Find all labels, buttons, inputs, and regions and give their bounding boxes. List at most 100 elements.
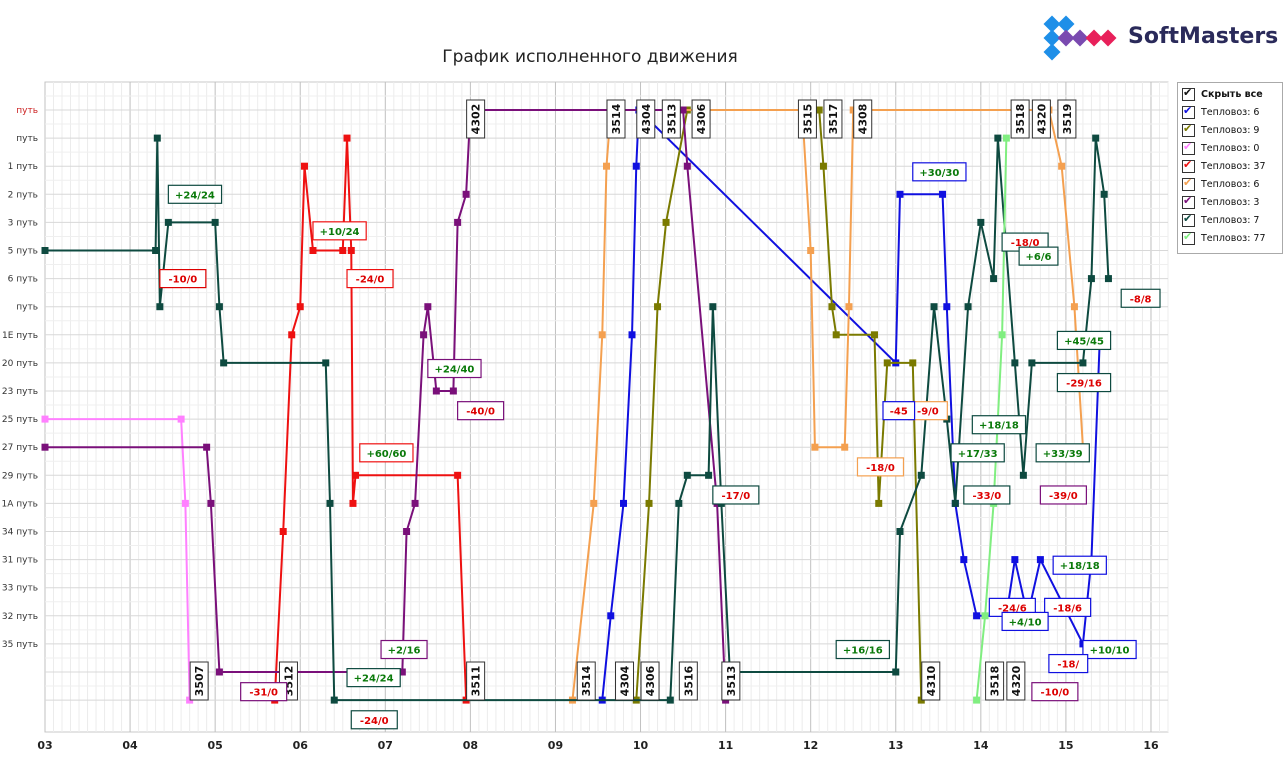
train-number-label: 4306	[644, 665, 657, 696]
series-point	[1070, 303, 1078, 311]
series-point	[590, 499, 598, 507]
x-tick-label: 16	[1143, 739, 1159, 752]
train-number-label: 3513	[665, 104, 678, 135]
annotation-label: +18/18	[979, 421, 1019, 432]
y-tick-label: 29 путь	[2, 471, 38, 481]
annotation-box	[312, 221, 367, 241]
annotation-box	[346, 269, 394, 289]
logo-icon	[1043, 15, 1117, 61]
x-tick-label: 06	[293, 739, 309, 752]
series-point	[832, 331, 840, 339]
legend-checkbox-icon[interactable]	[1182, 86, 1195, 101]
train-number-label: 4320	[1010, 665, 1023, 696]
y-tick-label: путь	[16, 106, 38, 116]
series-point	[1011, 556, 1019, 564]
train-number-box	[921, 661, 941, 701]
y-tick-label: 23 путь	[2, 387, 38, 397]
train-number-label: 4302	[470, 104, 483, 135]
legend-checkbox-icon[interactable]	[1182, 122, 1195, 137]
series-point	[1087, 275, 1095, 283]
series-point	[705, 471, 713, 479]
annotation-label: -10/0	[1041, 688, 1070, 699]
series-point	[1028, 359, 1036, 367]
y-tick-label: 20 путь	[2, 359, 38, 369]
softmasters-logo: SoftMasters	[1040, 12, 1280, 62]
legend-checkbox-icon[interactable]	[1182, 176, 1195, 191]
train-number-box	[823, 99, 843, 139]
legend-checkbox-icon[interactable]	[1182, 212, 1195, 227]
series-point	[1100, 190, 1108, 198]
annotation-box	[159, 269, 207, 289]
train-number-box	[1057, 99, 1077, 139]
annotation-box	[427, 358, 482, 379]
legend-item[interactable]: Тепловоз: 7	[1182, 212, 1259, 228]
annotation-label: +6/6	[1026, 252, 1052, 263]
legend-checkbox-icon[interactable]	[1182, 104, 1195, 119]
legend-item[interactable]: Тепловоз: 0	[1182, 140, 1259, 156]
annotation-box	[346, 668, 401, 688]
series-point	[1058, 162, 1066, 170]
y-tick-label: 1 путь	[8, 162, 38, 172]
legend-checkbox-icon[interactable]	[1182, 140, 1195, 155]
annotation-label: -39/0	[1049, 491, 1078, 502]
series-point	[896, 190, 904, 198]
series-point	[347, 247, 355, 254]
annotation-label: -8/8	[1130, 294, 1152, 305]
series-point	[211, 218, 219, 226]
series-point	[845, 303, 853, 311]
legend-item[interactable]: Тепловоз: 3	[1182, 194, 1259, 210]
legend-item[interactable]: Скрыть все	[1182, 86, 1263, 102]
legend-checkbox-icon[interactable]	[1182, 158, 1195, 173]
y-tick-label: 27 путь	[2, 443, 38, 453]
legend-checkbox-icon[interactable]	[1182, 230, 1195, 245]
x-tick-label: 09	[548, 739, 563, 752]
y-tick-label: 31 путь	[2, 556, 38, 566]
annotation-label: -29/16	[1066, 379, 1102, 390]
annotation-label: +10/24	[320, 227, 360, 238]
series-point	[645, 499, 653, 507]
train-number-label: 3517	[827, 104, 840, 135]
x-tick-label: 13	[888, 739, 903, 752]
annotation-box	[950, 443, 1005, 463]
annotation-box	[1048, 653, 1089, 674]
annotation-box	[1056, 330, 1112, 351]
annotation-label: +33/39	[1043, 449, 1083, 460]
y-tick-label: 1E путь	[2, 331, 38, 341]
series-point	[203, 443, 211, 451]
series-point	[939, 190, 947, 198]
annotation-label: -17/0	[722, 491, 751, 502]
annotation-box	[882, 401, 916, 421]
series-point	[424, 303, 432, 311]
train-number-box	[853, 99, 873, 139]
train-number-label: 3514	[580, 665, 593, 696]
annotation-label: +17/33	[958, 449, 998, 460]
series-point	[807, 247, 815, 254]
y-tick-label: путь	[16, 134, 38, 144]
series-point	[666, 696, 674, 704]
annotation-label: +24/40	[435, 365, 475, 376]
annotation-box	[380, 639, 428, 660]
series-point	[454, 471, 462, 479]
series-line	[45, 109, 727, 701]
annotation-box	[1018, 246, 1059, 266]
legend-item[interactable]: Тепловоз: 77	[1182, 230, 1266, 246]
series-point	[326, 499, 334, 507]
train-number-label: 4304	[640, 103, 653, 134]
series-point	[683, 162, 691, 170]
series-point	[186, 696, 194, 704]
series-point	[620, 499, 628, 507]
series-point	[322, 359, 330, 367]
series-point	[654, 303, 662, 311]
series-point	[679, 106, 687, 114]
train-number-box	[189, 661, 209, 701]
legend-item[interactable]: Тепловоз: 9	[1182, 122, 1259, 138]
series-point	[1036, 556, 1044, 564]
legend-item[interactable]: Тепловоз: 6	[1182, 176, 1259, 192]
y-tick-label: 3 путь	[8, 218, 38, 228]
annotation-label: +24/24	[175, 190, 215, 201]
y-tick-label: 6 путь	[8, 275, 38, 285]
legend-item[interactable]: Тепловоз: 37	[1182, 158, 1266, 174]
legend-item[interactable]: Тепловоз: 6	[1182, 104, 1259, 120]
train-number-label: 4304	[619, 665, 632, 696]
legend-checkbox-icon[interactable]	[1182, 194, 1195, 209]
